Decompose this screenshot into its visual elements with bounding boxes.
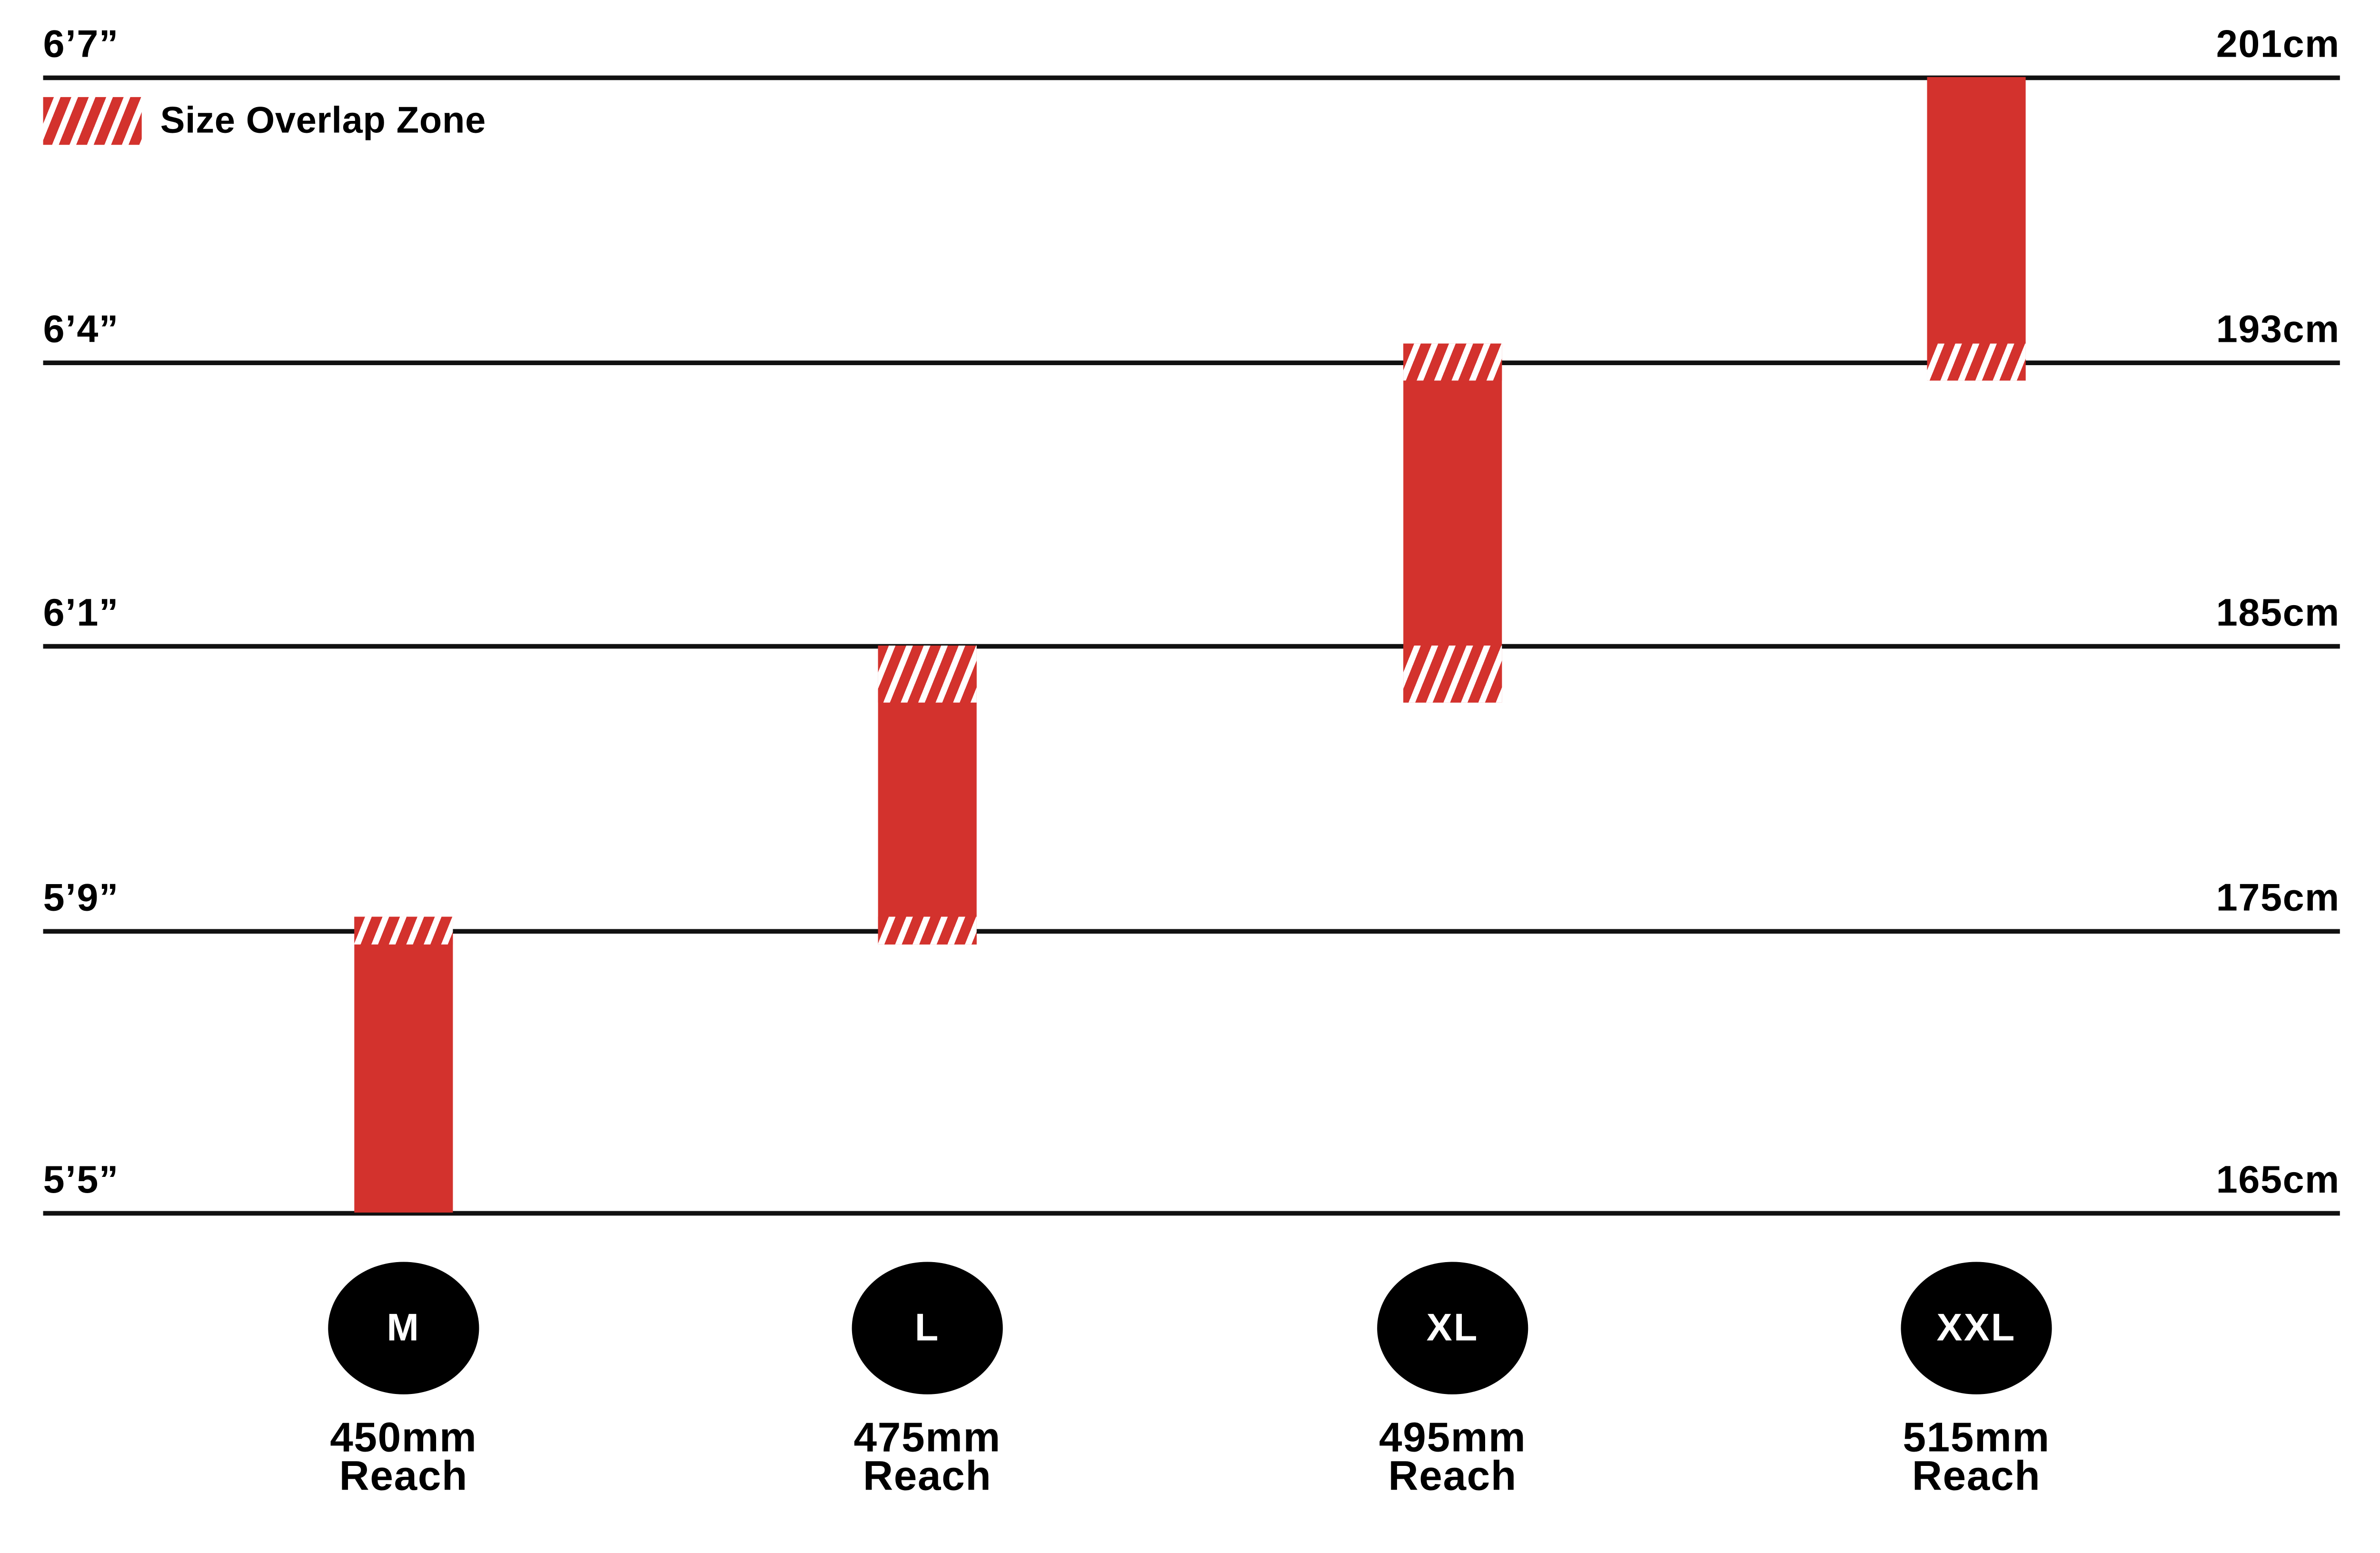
height-gridline xyxy=(43,1211,2340,1215)
tick-metric: 175cm xyxy=(2216,876,2340,920)
legend-label: Size Overlap Zone xyxy=(160,99,486,141)
size-badge-xl: XL xyxy=(1377,1262,1528,1394)
size-badge-m: M xyxy=(328,1262,479,1394)
tick-imperial: 6’7” xyxy=(43,23,119,67)
height-gridline xyxy=(43,929,2340,933)
tick-metric: 193cm xyxy=(2216,308,2340,351)
tick-metric: 165cm xyxy=(2216,1158,2340,1202)
badge-letter: XXL xyxy=(1936,1305,2016,1349)
reach-word: Reach xyxy=(1388,1453,1517,1499)
reach-value: 475mm xyxy=(853,1414,1001,1461)
reach-word: Reach xyxy=(339,1453,468,1499)
reach-label-m: 450mm Reach xyxy=(219,1414,589,1499)
size-badge-xxl: XXL xyxy=(1901,1262,2052,1394)
size-bar-xxl xyxy=(1927,77,2026,380)
overlap-zone-top-l xyxy=(878,645,977,703)
tick-imperial: 5’5” xyxy=(43,1158,119,1202)
overlap-zone-bottom-xxl xyxy=(1927,344,2026,380)
reach-value: 450mm xyxy=(330,1414,477,1461)
reach-label-l: 475mm Reach xyxy=(743,1414,1112,1499)
overlap-zone-top-m xyxy=(354,916,453,945)
overlap-hatch-swatch-icon xyxy=(43,97,142,145)
reach-word: Reach xyxy=(863,1453,992,1499)
reach-value: 495mm xyxy=(1379,1414,1527,1461)
height-gridline xyxy=(43,360,2340,365)
tick-imperial: 5’9” xyxy=(43,876,119,920)
height-gridline xyxy=(43,75,2340,80)
tick-metric: 185cm xyxy=(2216,591,2340,635)
overlap-zone-bottom-xl xyxy=(1403,645,1502,703)
reach-value: 515mm xyxy=(1903,1414,2050,1461)
reach-label-xl: 495mm Reach xyxy=(1268,1414,1637,1499)
reach-label-xxl: 515mm Reach xyxy=(1792,1414,2162,1499)
overlap-zone-top-xl xyxy=(1403,344,1502,380)
size-bar-xl xyxy=(1403,344,1502,703)
badge-letter: XL xyxy=(1426,1305,1479,1349)
height-gridline xyxy=(43,644,2340,648)
size-bar-m xyxy=(354,916,453,1213)
badge-letter: L xyxy=(914,1305,940,1349)
tick-imperial: 6’4” xyxy=(43,308,119,351)
legend: Size Overlap Zone xyxy=(43,97,486,145)
tick-metric: 201cm xyxy=(2216,23,2340,67)
overlap-zone-bottom-l xyxy=(878,916,977,945)
size-bar-l xyxy=(878,645,977,945)
size-badge-l: L xyxy=(852,1262,1003,1394)
badge-letter: M xyxy=(387,1305,421,1349)
reach-word: Reach xyxy=(1912,1453,2041,1499)
tick-imperial: 6’1” xyxy=(43,591,119,635)
